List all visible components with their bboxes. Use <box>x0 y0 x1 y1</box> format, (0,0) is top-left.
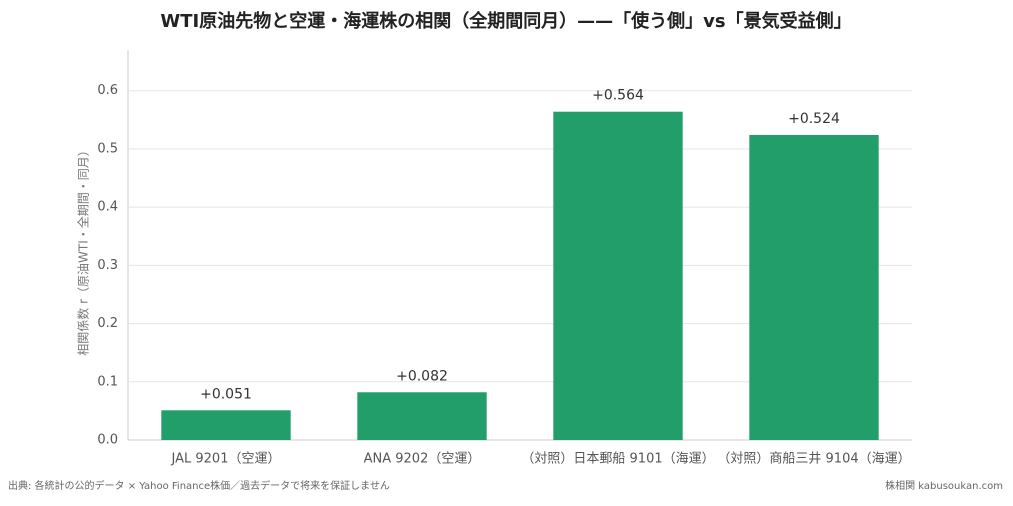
bar <box>161 410 291 440</box>
bar <box>553 111 683 441</box>
y-tick-label: 0.1 <box>97 374 118 389</box>
x-tick-label: （対照）商船三井 9104（海運） <box>717 452 910 467</box>
y-tick-label: 0.5 <box>97 141 118 156</box>
chart-title: WTI原油先物と空運・海運株の相関（全期間同月）——「使う側」vs「景気受益側」 <box>160 10 851 32</box>
watermark: 株相関 kabusoukan.com <box>885 479 1003 492</box>
source-note: 出典: 各統計の公的データ × Yahoo Finance株価／過去データで将来… <box>8 479 390 492</box>
bar <box>357 392 487 440</box>
x-tick-label: （対照）日本郵船 9101（海運） <box>521 452 714 467</box>
y-tick-label: 0.2 <box>97 316 118 331</box>
value-label: +0.051 <box>200 386 252 402</box>
bar <box>749 134 879 440</box>
value-label: +0.564 <box>592 88 644 104</box>
y-tick-label: 0.3 <box>97 258 118 273</box>
y-tick-label: 0.6 <box>97 83 118 98</box>
x-tick-label: JAL 9201（空運） <box>171 452 281 467</box>
y-tick-label: 0.0 <box>97 433 118 448</box>
y-tick-label: 0.4 <box>97 200 118 215</box>
x-tick-label: ANA 9202（空運） <box>364 452 481 467</box>
y-axis-label: 相関係数 r（原油WTI・全期間・同月） <box>76 144 91 355</box>
value-label: +0.082 <box>396 368 448 384</box>
value-label: +0.524 <box>788 111 840 127</box>
